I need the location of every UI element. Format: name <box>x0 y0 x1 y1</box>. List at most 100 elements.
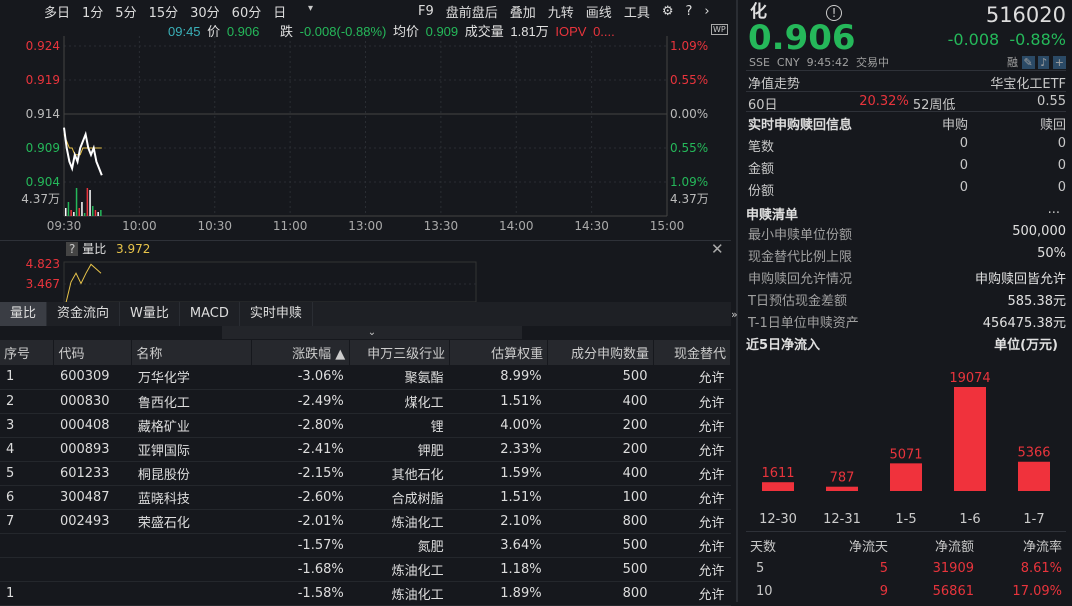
wp-icon[interactable]: WP <box>711 24 728 35</box>
table-cell: -2.80% <box>251 413 350 438</box>
table-row[interactable]: 3 000408 藏格矿业 -2.80% 锂 4.00% 200 允许 <box>0 413 731 438</box>
chart-panel: 多日 1分 5分 15分 30分 60分日 ▾ F9 盘前盘后 叠加 九转 画线 工具 ⚙? › 09:… <box>0 3 732 606</box>
nav-row[interactable]: 净值走势 华宝化工ETF <box>748 73 1066 92</box>
chevron-right-icon[interactable]: › <box>704 3 710 19</box>
table-cell: -1.68% <box>251 557 350 582</box>
table-cell <box>53 581 132 606</box>
table-row[interactable]: 2 000830 鲁西化工 -2.49% 煤化工 1.51% 400 允许 <box>0 389 731 414</box>
inflow-bar <box>762 482 794 491</box>
volume-ratio-line <box>65 263 102 302</box>
tool-0[interactable]: F9 <box>418 3 434 19</box>
table-row[interactable]: 7 002493 荣盛石化 -2.01% 炼油化工 2.10% 800 允许 <box>0 509 731 534</box>
add-icon[interactable]: + <box>1052 56 1066 69</box>
bell-icon[interactable]: ♪ <box>1038 56 1050 69</box>
tool-1[interactable]: 盘前盘后 <box>445 5 498 21</box>
realtime-cell: 0 <box>1057 136 1066 151</box>
price-label: 价 <box>207 24 221 39</box>
bar-value-label: 5366 <box>1017 446 1050 461</box>
flow-cell: 31909 <box>932 561 974 576</box>
list-row: 最小申赎单位份额 500,000 <box>748 224 1066 243</box>
table-cell: 000830 <box>53 389 132 414</box>
column-header[interactable]: 申万三级行业 <box>349 340 451 365</box>
table-cell: 亚钾国际 <box>131 437 252 462</box>
flow-header: 净流天 <box>848 540 888 555</box>
info-icon[interactable]: ! <box>826 5 842 21</box>
pct-tick: 0.00% <box>670 107 708 121</box>
period-5[interactable]: 60分 <box>231 5 262 21</box>
collapse-panel-icon[interactable]: » <box>731 308 738 321</box>
intraday-chart[interactable]: 0.924 1.09% 0.919 0.55% 0.914 0.00% 0.909 0.55%… <box>0 36 731 240</box>
flow-cell: 5 <box>879 561 888 576</box>
volume-bar <box>78 208 80 216</box>
bar-value-label: 1611 <box>761 466 794 481</box>
volume-bar <box>97 212 99 216</box>
realtime-row: 金额 0 0 <box>748 158 1066 177</box>
column-header[interactable]: 估算权重 <box>449 340 549 365</box>
edit-icon[interactable]: ✎ <box>1021 56 1035 69</box>
table-cell: 1.89% <box>449 581 548 606</box>
more-icon[interactable]: ... <box>1047 202 1060 217</box>
bar-category-label: 12-31 <box>823 512 861 527</box>
sub-chart-value: 3.972 <box>116 242 151 256</box>
table-cell: 200 <box>547 437 654 462</box>
period-1[interactable]: 1分 <box>82 5 104 21</box>
period-3[interactable]: 15分 <box>148 5 179 21</box>
table-cell: 炼油化工 <box>349 557 450 582</box>
period-4[interactable]: 30分 <box>190 5 220 21</box>
stat-row: 60日 20.32% 52周低 0.55 <box>748 94 1066 113</box>
tab-1[interactable]: 资金流向 <box>47 302 121 326</box>
table-row[interactable]: -1.68% 炼油化工 1.18% 500 允许 <box>0 557 731 582</box>
volume-bar <box>81 202 83 216</box>
flow-cell: 56861 <box>932 584 974 599</box>
tab-0[interactable]: 量比 <box>0 302 48 326</box>
column-header[interactable]: 代码 <box>53 340 133 365</box>
tool-5[interactable]: 工具 <box>623 5 650 21</box>
tool-4[interactable]: 画线 <box>585 5 612 21</box>
list-row: T-1日单位申赎资产 456475.38元 <box>748 312 1066 331</box>
column-header[interactable]: 成分申购数量 <box>547 340 654 365</box>
tool-3[interactable]: 九转 <box>547 5 574 21</box>
expand-chevron-icon[interactable]: ⌄ <box>222 326 522 339</box>
table-cell: 允许 <box>653 557 731 582</box>
table-row[interactable]: -1.57% 氮肥 3.64% 500 允许 <box>0 533 731 558</box>
gear-icon[interactable]: ⚙ <box>661 3 674 19</box>
d60-value: 20.32% <box>859 94 909 109</box>
sub-chart-label: 量比 <box>82 242 107 256</box>
realtime-row: 笔数 0 0 <box>748 136 1066 155</box>
table-cell: 1 <box>0 365 54 390</box>
more-dropdown-icon[interactable]: ▾ <box>308 3 314 14</box>
table-row[interactable]: 1 -1.58% 炼油化工 1.89% 800 允许 <box>0 581 731 606</box>
help-icon[interactable]: ? <box>66 242 79 256</box>
volume-bar <box>70 210 72 216</box>
table-row[interactable]: 6 300487 蓝晓科技 -2.60% 合成树脂 1.51% 100 允许 <box>0 485 731 510</box>
period-6[interactable]: 日 <box>273 5 287 21</box>
table-cell: 荣盛石化 <box>131 509 252 534</box>
column-header[interactable]: 序号 <box>0 340 55 365</box>
margin-badge: 融 <box>1007 56 1019 69</box>
tab-4[interactable]: 实时申赎 <box>240 302 313 326</box>
help-icon[interactable]: ? <box>685 3 693 19</box>
volume-bar <box>89 190 91 216</box>
period-0[interactable]: 多日 <box>44 5 71 21</box>
bar-category-label: 12-30 <box>759 512 797 527</box>
column-header[interactable]: 名称 <box>131 340 253 365</box>
realtime-cell: 笔数 <box>748 140 775 155</box>
column-header[interactable]: 现金替代 <box>653 340 732 365</box>
table-cell: 钾肥 <box>349 437 450 462</box>
bar-category-label: 1-5 <box>895 512 916 527</box>
table-cell: 000408 <box>53 413 132 438</box>
tab-2[interactable]: W量比 <box>120 302 180 326</box>
tool-2[interactable]: 叠加 <box>509 5 536 21</box>
table-row[interactable]: 5 601233 桐昆股份 -2.15% 其他石化 1.59% 400 允许 <box>0 461 731 486</box>
close-icon[interactable]: ✕ <box>711 240 724 258</box>
table-row[interactable]: 1 600309 万华化学 -3.06% 聚氨酯 8.99% 500 允许 <box>0 365 731 390</box>
list-row: 申购赎回允许情况 申购赎回皆允许 <box>748 268 1066 287</box>
sub-tick: 4.823 <box>26 257 60 271</box>
tab-3[interactable]: MACD <box>180 302 240 326</box>
table-row[interactable]: 4 000893 亚钾国际 -2.41% 钾肥 2.33% 200 允许 <box>0 437 731 462</box>
table-cell <box>53 557 132 582</box>
price-value: 0.906 <box>226 24 260 39</box>
period-2[interactable]: 5分 <box>115 5 137 21</box>
column-header[interactable]: 涨跌幅 ▲ <box>251 340 351 365</box>
list-value: 456475.38元 <box>982 316 1066 331</box>
